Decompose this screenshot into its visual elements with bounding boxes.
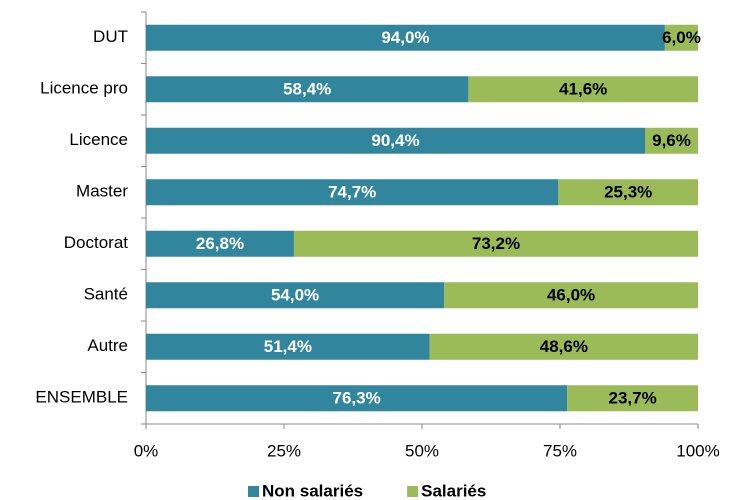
bar-segment — [444, 282, 698, 309]
y-tick-label: Doctorat — [64, 233, 129, 252]
value-label: 90,4% — [371, 131, 419, 150]
value-label: 6,0% — [662, 28, 701, 47]
x-tick-label: 100% — [676, 441, 719, 460]
bar-segment — [664, 24, 698, 51]
x-tick-label: 75% — [543, 441, 577, 460]
value-label: 74,7% — [328, 183, 376, 202]
bar-segment — [146, 24, 665, 51]
bar-segment — [429, 333, 698, 360]
bar-segment — [146, 230, 294, 257]
value-label: 41,6% — [559, 80, 607, 99]
y-tick-label: Licence — [69, 130, 128, 149]
bar-segment — [146, 385, 568, 412]
legend-label: Salariés — [421, 481, 486, 500]
value-label: 51,4% — [264, 337, 312, 356]
bar-segment — [146, 333, 430, 360]
bar-segment — [146, 282, 445, 309]
y-tick-label: Autre — [87, 336, 128, 355]
bar-segment — [645, 127, 698, 154]
bar-segment — [558, 179, 698, 206]
legend-label: Non salariés — [262, 481, 363, 500]
value-label: 58,4% — [283, 80, 331, 99]
x-tick-label: 0% — [134, 441, 159, 460]
bar-segment — [567, 385, 698, 412]
bar-segment — [146, 76, 469, 103]
y-tick-label: ENSEMBLE — [35, 388, 128, 407]
value-label: 9,6% — [652, 131, 691, 150]
value-label: 46,0% — [547, 286, 595, 305]
value-label: 26,8% — [196, 234, 244, 253]
bar-segment — [293, 230, 698, 257]
legend-swatch — [407, 486, 419, 497]
legend-swatch — [248, 486, 259, 497]
value-label: 73,2% — [472, 234, 520, 253]
value-label: 54,0% — [271, 286, 319, 305]
value-label: 23,7% — [608, 389, 656, 408]
bar-segment — [146, 127, 646, 154]
value-label: 48,6% — [540, 337, 588, 356]
y-tick-label: Santé — [84, 285, 128, 304]
bar-segment — [146, 179, 559, 206]
value-label: 94,0% — [381, 28, 429, 47]
x-tick-label: 25% — [267, 441, 301, 460]
y-tick-label: Master — [76, 182, 128, 201]
y-tick-label: Licence pro — [40, 79, 128, 98]
x-tick-label: 50% — [405, 441, 439, 460]
value-label: 76,3% — [332, 389, 380, 408]
y-tick-label: DUT — [93, 27, 128, 46]
bar-segment — [468, 76, 698, 103]
value-label: 25,3% — [604, 183, 652, 202]
